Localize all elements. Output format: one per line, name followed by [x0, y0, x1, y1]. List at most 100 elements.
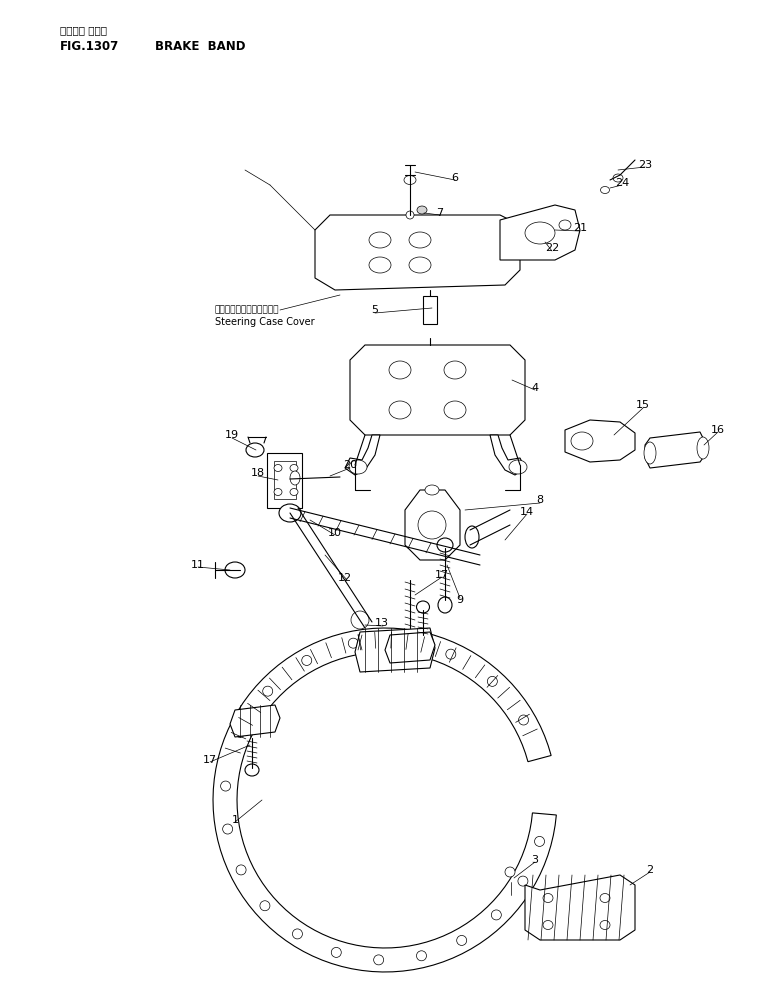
Text: FIG.1307: FIG.1307: [60, 40, 119, 53]
Text: 13: 13: [375, 618, 389, 628]
Ellipse shape: [246, 443, 264, 457]
Text: 23: 23: [638, 160, 652, 170]
Text: 22: 22: [545, 243, 559, 253]
Ellipse shape: [444, 361, 466, 379]
Text: 10: 10: [328, 528, 342, 538]
Ellipse shape: [613, 174, 623, 182]
Ellipse shape: [438, 597, 452, 613]
Ellipse shape: [601, 187, 610, 194]
Text: BRAKE  BAND: BRAKE BAND: [155, 40, 246, 53]
Ellipse shape: [444, 401, 466, 419]
Ellipse shape: [600, 893, 610, 903]
Text: 20: 20: [343, 460, 357, 470]
Ellipse shape: [331, 947, 341, 957]
Ellipse shape: [260, 901, 270, 911]
Ellipse shape: [518, 876, 528, 886]
Text: 4: 4: [532, 383, 539, 393]
Ellipse shape: [369, 257, 391, 273]
Text: 8: 8: [536, 495, 544, 505]
Ellipse shape: [409, 257, 431, 273]
Polygon shape: [645, 432, 705, 468]
Ellipse shape: [465, 526, 479, 548]
Text: 11: 11: [191, 560, 205, 570]
Ellipse shape: [290, 471, 300, 485]
Ellipse shape: [417, 206, 427, 214]
Polygon shape: [385, 632, 435, 663]
Bar: [274, 461, 296, 499]
Polygon shape: [230, 705, 280, 737]
Text: 19: 19: [225, 430, 239, 440]
Ellipse shape: [571, 432, 593, 450]
Polygon shape: [315, 215, 520, 290]
Polygon shape: [345, 435, 380, 475]
Ellipse shape: [389, 401, 411, 419]
Text: 15: 15: [636, 400, 650, 410]
Text: 6: 6: [451, 173, 458, 183]
Polygon shape: [350, 345, 525, 435]
Ellipse shape: [351, 611, 369, 629]
Ellipse shape: [279, 504, 301, 522]
Ellipse shape: [600, 921, 610, 930]
Polygon shape: [405, 490, 460, 560]
Ellipse shape: [225, 562, 245, 578]
Ellipse shape: [543, 893, 553, 903]
Ellipse shape: [446, 649, 456, 659]
Ellipse shape: [292, 929, 302, 939]
Text: 18: 18: [251, 468, 265, 478]
Ellipse shape: [697, 437, 709, 459]
Text: 5: 5: [372, 305, 379, 315]
Text: 9: 9: [457, 595, 464, 605]
Polygon shape: [500, 205, 580, 260]
Ellipse shape: [519, 715, 529, 725]
Ellipse shape: [274, 465, 282, 472]
Ellipse shape: [290, 489, 298, 495]
Ellipse shape: [223, 824, 233, 834]
Ellipse shape: [487, 676, 497, 686]
Text: 14: 14: [520, 507, 534, 517]
Ellipse shape: [245, 764, 259, 776]
Text: ステアリングケースカバー: ステアリングケースカバー: [215, 305, 279, 314]
Text: 17: 17: [203, 755, 217, 765]
Ellipse shape: [425, 485, 439, 495]
Ellipse shape: [373, 954, 384, 965]
Ellipse shape: [457, 936, 467, 945]
Ellipse shape: [437, 538, 453, 552]
Polygon shape: [355, 628, 435, 672]
Text: 16: 16: [711, 425, 725, 435]
Ellipse shape: [349, 460, 367, 474]
Ellipse shape: [262, 686, 272, 696]
Polygon shape: [490, 435, 525, 475]
Bar: [423, 296, 437, 324]
Ellipse shape: [290, 465, 298, 472]
Ellipse shape: [525, 222, 555, 244]
Ellipse shape: [416, 950, 426, 960]
Text: Steering Case Cover: Steering Case Cover: [215, 317, 314, 327]
Text: 24: 24: [615, 178, 629, 188]
Ellipse shape: [406, 211, 414, 219]
Ellipse shape: [389, 361, 411, 379]
Ellipse shape: [398, 636, 408, 646]
Text: ブレーキ バンド: ブレーキ バンド: [60, 25, 107, 35]
Ellipse shape: [418, 511, 446, 539]
Ellipse shape: [644, 442, 656, 464]
Text: 21: 21: [573, 223, 587, 233]
Ellipse shape: [535, 837, 545, 847]
Bar: [268, 453, 302, 507]
Ellipse shape: [369, 232, 391, 248]
Ellipse shape: [505, 867, 515, 877]
Ellipse shape: [409, 232, 431, 248]
Polygon shape: [213, 628, 556, 972]
Ellipse shape: [235, 727, 245, 738]
Ellipse shape: [348, 638, 358, 648]
Ellipse shape: [543, 921, 553, 930]
Ellipse shape: [220, 781, 230, 791]
Ellipse shape: [274, 489, 282, 495]
Polygon shape: [565, 420, 635, 462]
Ellipse shape: [559, 220, 571, 230]
Polygon shape: [525, 875, 635, 940]
Text: 2: 2: [646, 865, 653, 875]
Ellipse shape: [236, 865, 246, 875]
Text: 3: 3: [532, 855, 539, 865]
Text: 1: 1: [232, 815, 239, 825]
Text: 17: 17: [435, 570, 449, 580]
